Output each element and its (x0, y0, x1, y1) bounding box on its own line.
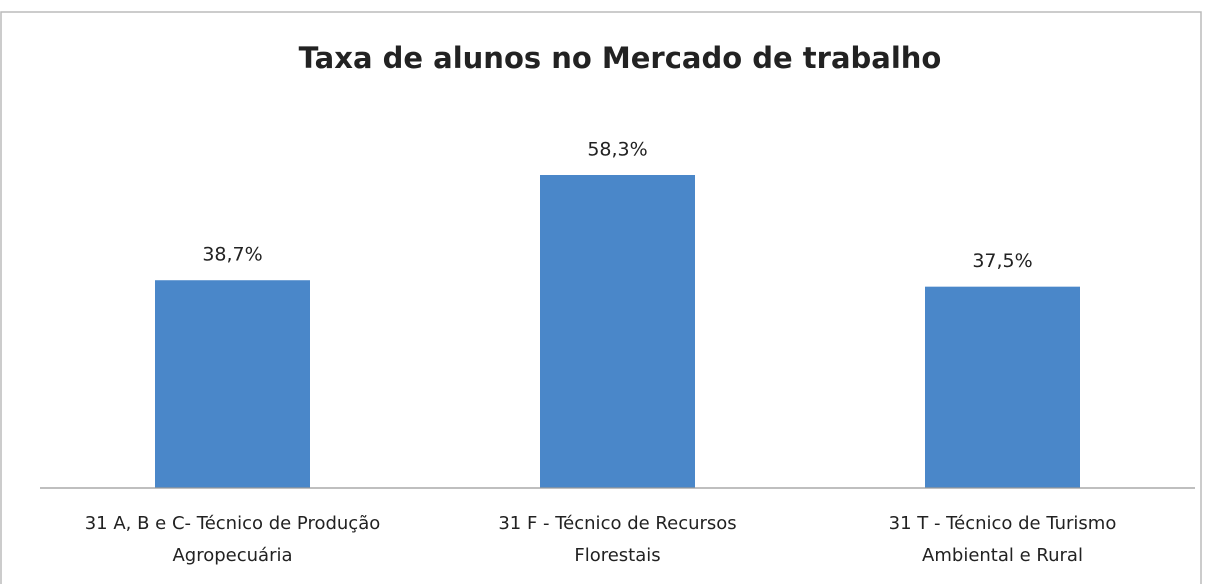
chart-title: Taxa de alunos no Mercado de trabalho (299, 41, 942, 75)
x-tick-label: Florestais (574, 545, 660, 566)
x-tick-label: 31 F - Técnico de Recursos (498, 513, 736, 534)
bar (155, 280, 310, 488)
x-tick-label: Ambiental e Rural (922, 545, 1083, 566)
data-label: 38,7% (202, 244, 262, 266)
bar (925, 286, 1080, 488)
x-tick-label: 31 A, B e C- Técnico de Produção (85, 513, 381, 534)
bar (540, 175, 695, 488)
chart-frame (0, 11, 1202, 588)
x-tick-label: 31 T - Técnico de Turismo (889, 513, 1117, 534)
x-tick-label: Agropecuária (172, 545, 292, 566)
data-label: 37,5% (972, 250, 1032, 272)
data-label: 58,3% (587, 139, 647, 161)
